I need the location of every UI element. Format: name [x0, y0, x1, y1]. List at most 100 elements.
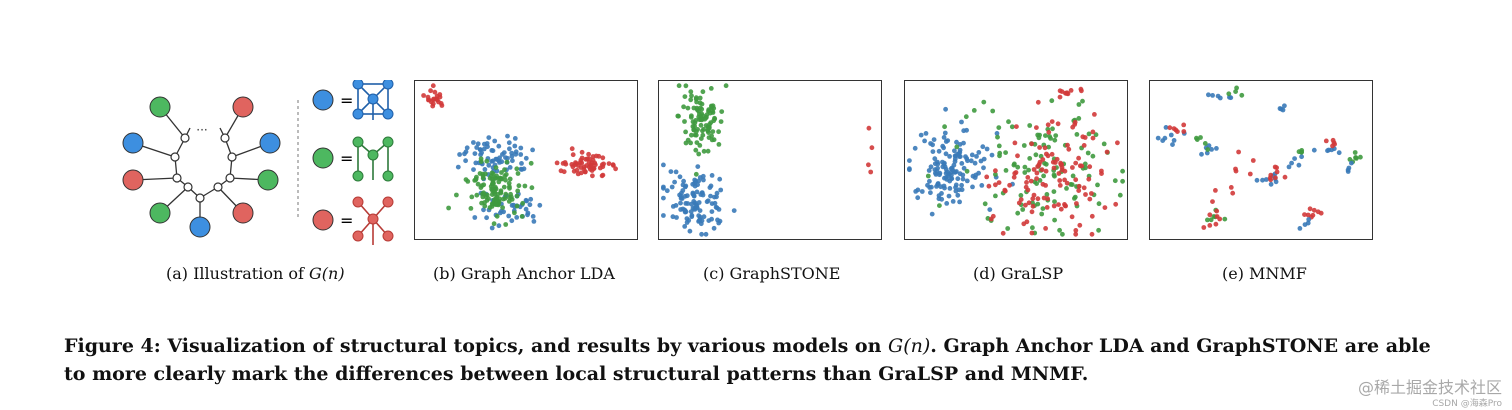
scatter-point-blue: [950, 167, 956, 173]
scatter-point-red: [1331, 140, 1337, 145]
scatter-point-blue: [979, 183, 985, 188]
scatter-point-blue: [935, 181, 941, 187]
scatter-point-green: [1069, 182, 1075, 187]
scatter-point-red: [1173, 127, 1179, 133]
scatter-point-green: [990, 108, 996, 114]
scatter-point-green: [1120, 178, 1125, 184]
scatter-point-red: [1077, 163, 1083, 169]
scatter-point-blue: [1349, 160, 1354, 166]
subcaption-d: (d) GraLSP: [973, 264, 1064, 283]
scatter-point-green: [981, 99, 987, 105]
scatter-point-green: [1072, 194, 1078, 200]
scatter-point-green: [1042, 160, 1047, 166]
scatter-point-blue: [464, 145, 470, 151]
scatter-point-green: [699, 106, 705, 112]
scatter-point-green: [469, 194, 475, 200]
scatter-point-green: [1060, 231, 1065, 237]
scatter-point-green: [499, 170, 504, 175]
scatter-point-red: [1065, 142, 1070, 148]
scatter-point-blue: [473, 160, 479, 166]
scatter-point-green: [711, 137, 717, 143]
scatter-point-blue: [968, 158, 974, 164]
scatter-point-green: [482, 203, 488, 209]
scatter-point-red: [1214, 208, 1220, 214]
scatter-point-blue: [932, 156, 938, 162]
scatter-point-blue: [523, 197, 529, 203]
scatter-graphstone: [661, 83, 875, 237]
scatter-point-red: [606, 161, 612, 166]
scatter-point-green: [529, 185, 535, 191]
scatter-point-red: [1011, 174, 1017, 180]
scatter-point-red: [866, 162, 871, 168]
scatter-point-green: [481, 190, 486, 196]
scatter-point-red: [438, 101, 444, 106]
scatter-point-red: [1113, 201, 1119, 207]
scatter-point-blue: [919, 189, 925, 194]
scatter-point-blue: [970, 184, 975, 190]
scatter-point-blue: [518, 152, 524, 157]
scatter-point-blue: [661, 213, 666, 218]
scatter-point-red: [1057, 183, 1063, 188]
scatter-point-green: [708, 86, 714, 91]
figure-4: ··· =: [122, 80, 1373, 283]
scatter-point-blue: [690, 191, 696, 197]
scatter-point-blue: [994, 131, 1000, 136]
scatter-point-red: [1315, 209, 1321, 215]
scatter-point-green: [1003, 150, 1008, 155]
scatter-point-green: [514, 193, 520, 199]
scatter-point-red: [1056, 202, 1061, 207]
scatter-point-blue: [907, 158, 912, 163]
scatter-point-blue: [716, 207, 722, 212]
scatter-point-blue: [957, 199, 962, 205]
scatter-point-blue: [1336, 150, 1342, 156]
scatter-point-blue: [928, 164, 934, 170]
scatter-point-green: [971, 108, 977, 113]
scatter-point-red: [1024, 180, 1029, 185]
scatter-point-blue: [509, 154, 515, 159]
scatter-point-blue: [939, 191, 944, 196]
scatter-point-blue: [714, 190, 720, 196]
topic-legend: = =: [312, 80, 394, 245]
scatter-point-blue: [683, 183, 689, 189]
scatter-point-red: [1064, 91, 1069, 96]
scatter-point-red: [421, 93, 426, 98]
scatter-point-red: [611, 163, 616, 168]
scatter-point-green: [484, 158, 490, 164]
scatter-point-green: [689, 93, 694, 99]
scatter-point-red: [1057, 178, 1063, 183]
scatter-point-red: [1062, 177, 1067, 183]
scatter-point-blue: [682, 224, 688, 229]
scatter-point-green: [1208, 217, 1214, 223]
scatter-point-red: [1323, 138, 1329, 144]
scatter-point-blue: [513, 149, 519, 155]
scatter-point-blue: [928, 190, 933, 196]
scatter-point-blue: [492, 138, 498, 144]
scatter-point-green: [716, 142, 722, 147]
scatter-point-blue: [953, 182, 959, 188]
scatter-point-red: [1054, 156, 1060, 162]
scatter-point-green: [1041, 173, 1046, 179]
scatter-point-red: [589, 168, 595, 173]
scatter-point-green: [1057, 227, 1062, 233]
scatter-point-blue: [692, 183, 698, 189]
scatter-point-green: [693, 95, 699, 101]
scatter-point-blue: [1306, 217, 1312, 222]
scatter-point-blue: [923, 131, 929, 136]
scatter-point-green: [1354, 156, 1359, 161]
scatter-point-green: [489, 201, 495, 207]
scatter-point-red: [1034, 170, 1040, 176]
scatter-point-blue: [700, 173, 706, 179]
scatter-point-blue: [1214, 146, 1219, 151]
scatter-point-red: [1077, 222, 1083, 228]
scatter-point-red: [586, 160, 592, 165]
scatter-point-green: [1064, 186, 1069, 191]
scatter-point-green: [1358, 154, 1363, 160]
scatter-point-blue: [510, 158, 515, 164]
scatter-point-green: [480, 175, 486, 181]
scatter-point-green: [482, 200, 487, 205]
scatter-point-red: [590, 173, 595, 179]
scatter-point-blue: [708, 183, 714, 189]
scatter-point-red: [1012, 171, 1018, 176]
scatter-point-blue: [523, 206, 529, 212]
scatter-point-red: [1213, 188, 1218, 193]
